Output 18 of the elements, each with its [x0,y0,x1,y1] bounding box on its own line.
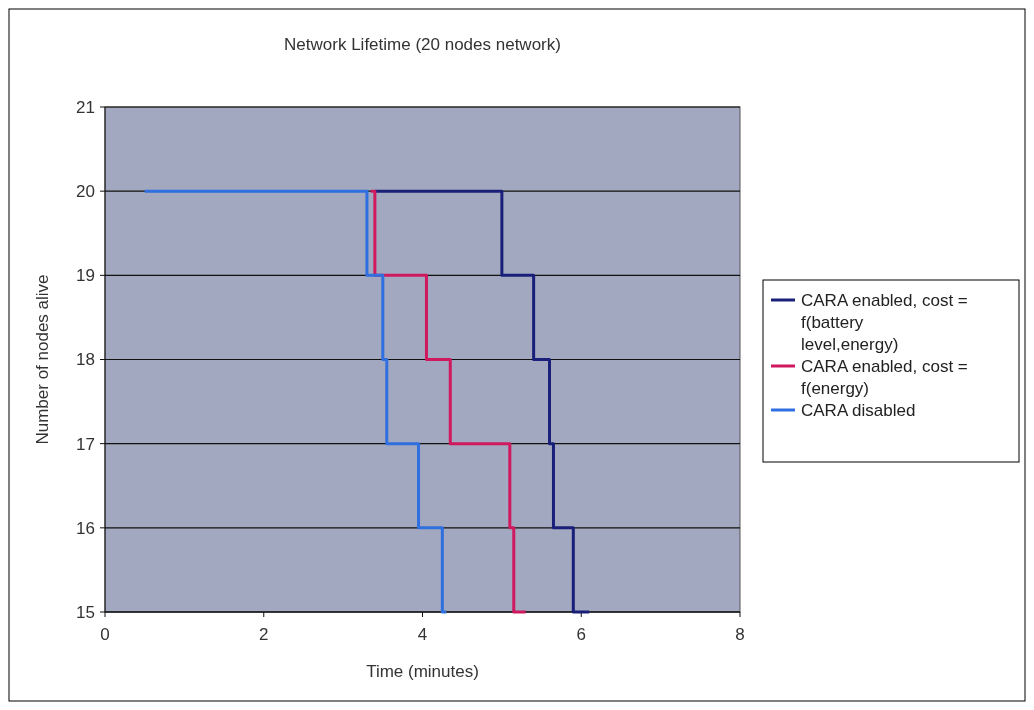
y-tick-label: 17 [76,434,95,454]
y-axis-title: Number of nodes alive [33,274,52,445]
y-tick-label: 16 [76,518,95,538]
x-tick-label: 6 [576,625,586,644]
x-axis-title: Time (minutes) [366,662,479,681]
legend-label: CARA disabled [801,400,916,420]
y-tick-label: 20 [76,182,95,202]
y-tick-label: 19 [76,266,95,286]
y-tick-label: 21 [76,97,95,117]
chart-title: Network Lifetime (20 nodes network) [284,35,561,54]
x-tick-label: 4 [417,625,428,644]
legend-label: CARA enabled, cost = f(energy) [801,356,968,398]
legend-label: CARA enabled, cost = f(battery level,energy) [801,290,968,354]
x-tick-label: 0 [100,625,110,644]
y-tick-label: 18 [76,350,95,370]
y-tick-label: 15 [76,602,95,622]
x-tick-label: 2 [259,625,269,644]
x-tick-label: 8 [735,625,745,644]
